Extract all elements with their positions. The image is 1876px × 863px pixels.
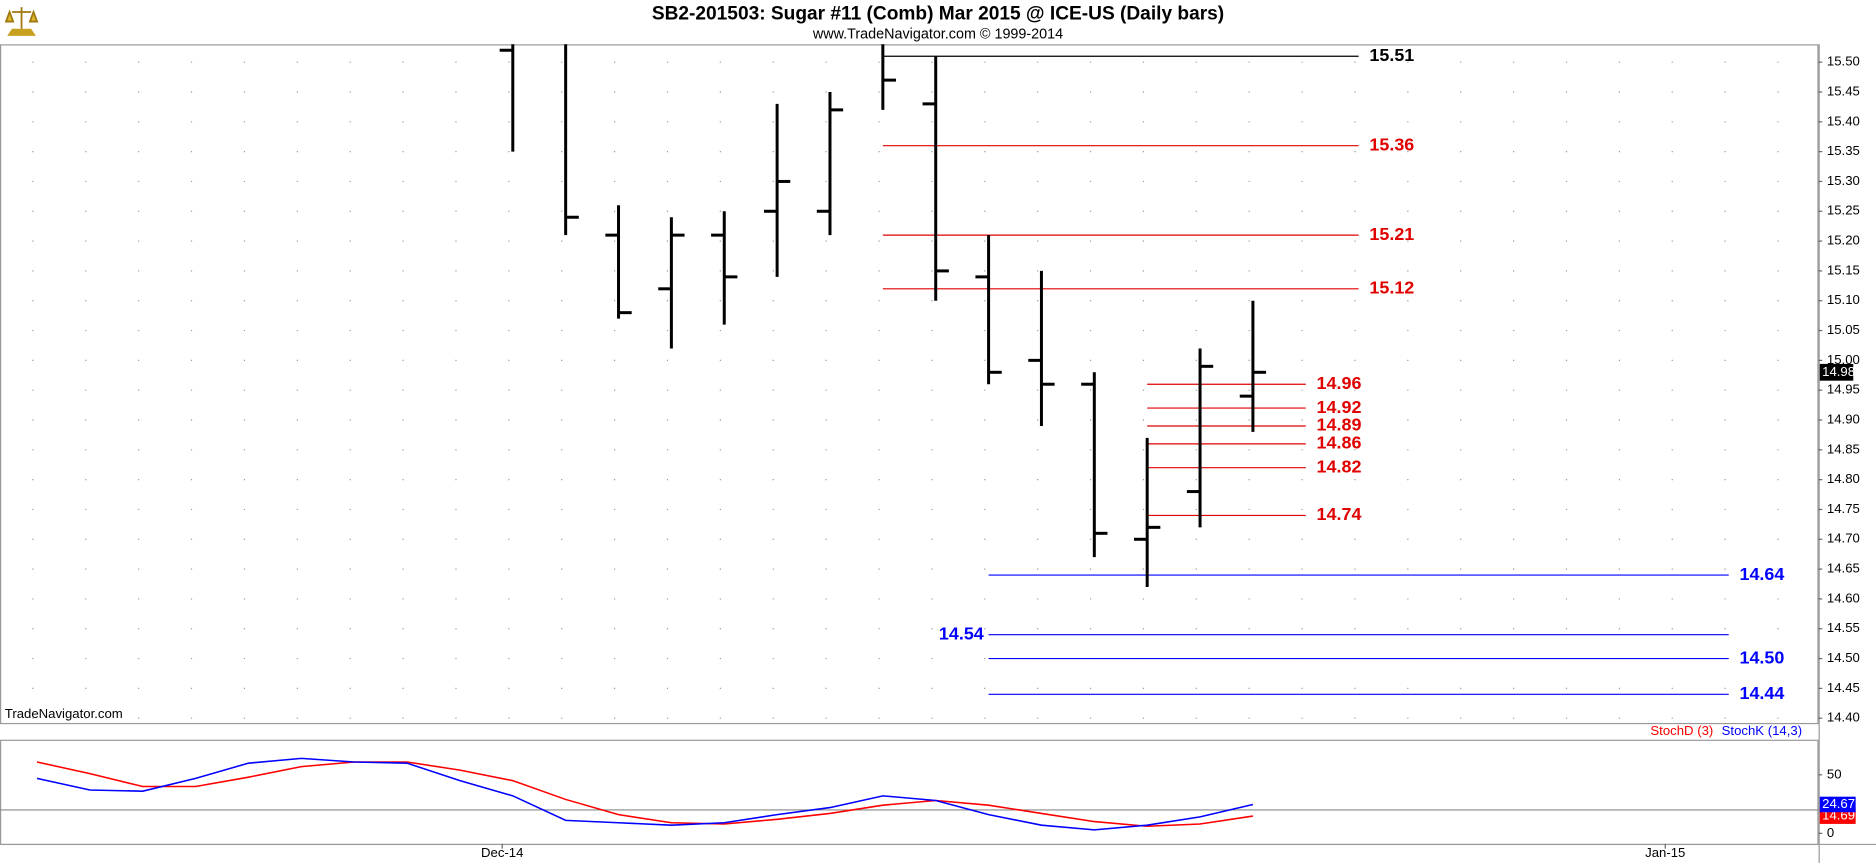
- legend-entry: StochD (3): [1650, 723, 1713, 738]
- level-label: 14.74: [1317, 504, 1362, 524]
- value-box: [1819, 808, 1856, 824]
- x-tick-label: Jan-15: [1645, 845, 1685, 860]
- y-tick-label: 14.45: [1827, 680, 1860, 695]
- y-tick-label: 15.00: [1827, 352, 1860, 367]
- level-label: 15.51: [1369, 45, 1414, 65]
- y-tick-label: 14.40: [1827, 710, 1860, 725]
- y-tick-label: 14.70: [1827, 531, 1860, 546]
- main-plot: [32, 44, 1819, 719]
- y-tick-label: 14.55: [1827, 620, 1860, 635]
- level-label: 14.44: [1739, 683, 1784, 703]
- level-label: 14.82: [1317, 456, 1362, 476]
- stoch-plot: [0, 757, 1819, 831]
- stoch-line: [36, 761, 1254, 828]
- y-tick-label: 15.20: [1827, 233, 1860, 248]
- watermark: TradeNavigator.com: [5, 706, 123, 721]
- y-tick-label: 14.90: [1827, 411, 1860, 426]
- main-panel-frame: [0, 44, 1819, 725]
- y-tick-label: 14.50: [1827, 650, 1860, 665]
- level-label: 14.89: [1317, 415, 1362, 435]
- level-label: 14.96: [1317, 373, 1362, 393]
- level-label: 14.64: [1739, 564, 1784, 584]
- y-tick-label: 0: [1827, 825, 1834, 840]
- logo: [4, 7, 39, 36]
- legend-entry: StochK (14,3): [1722, 723, 1802, 738]
- value-label: 24.67: [1822, 796, 1855, 811]
- chart-title: SB2-201503: Sugar #11 (Comb) Mar 2015 @ …: [652, 3, 1224, 24]
- last-price-label: 14.98: [1822, 364, 1855, 379]
- y-tick-label: 14.85: [1827, 441, 1860, 456]
- y-tick-label: 15.10: [1827, 292, 1860, 307]
- y-tick-label: 15.40: [1827, 113, 1860, 128]
- y-tick-label: 15.15: [1827, 262, 1860, 277]
- y-tick-label: 15.25: [1827, 203, 1860, 218]
- chart-subtitle: www.TradeNavigator.com © 1999-2014: [812, 27, 1063, 43]
- y-tick-label: 14.75: [1827, 501, 1860, 516]
- level-label: 15.36: [1369, 134, 1414, 154]
- y-tick-label: 15.50: [1827, 54, 1860, 69]
- y-tick-label: 14.65: [1827, 561, 1860, 576]
- y-tick-label: 15.35: [1827, 143, 1860, 158]
- last-price-box: [1819, 363, 1854, 381]
- level-label: 14.86: [1317, 433, 1362, 453]
- level-label: 14.50: [1739, 647, 1784, 667]
- y-tick-label: 15.05: [1827, 322, 1860, 337]
- y-tick-label: 14.80: [1827, 471, 1860, 486]
- y-tick-label: 14.60: [1827, 590, 1860, 605]
- y-tick-label: 15.30: [1827, 173, 1860, 188]
- y-tick-label: 50: [1827, 766, 1842, 781]
- y-tick-label: 14.95: [1827, 382, 1860, 397]
- level-label: 15.12: [1369, 278, 1414, 298]
- level-label: 15.21: [1369, 224, 1414, 244]
- stoch-line: [36, 757, 1254, 831]
- y-tick-label: 15.45: [1827, 83, 1860, 98]
- x-tick-label: Dec-14: [481, 845, 523, 860]
- value-box: [1819, 796, 1856, 813]
- level-label: 14.54: [939, 623, 984, 643]
- level-label: 14.92: [1317, 397, 1362, 417]
